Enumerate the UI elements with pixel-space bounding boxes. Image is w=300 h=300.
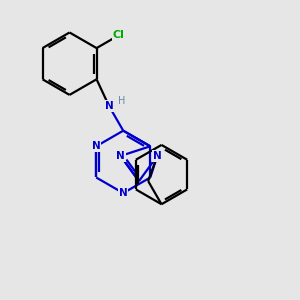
- Text: H: H: [118, 96, 125, 106]
- Text: N: N: [119, 188, 128, 198]
- Text: N: N: [153, 151, 162, 161]
- Text: N: N: [92, 141, 100, 151]
- Text: N: N: [105, 101, 113, 111]
- Text: Cl: Cl: [112, 30, 124, 40]
- Text: N: N: [116, 151, 125, 161]
